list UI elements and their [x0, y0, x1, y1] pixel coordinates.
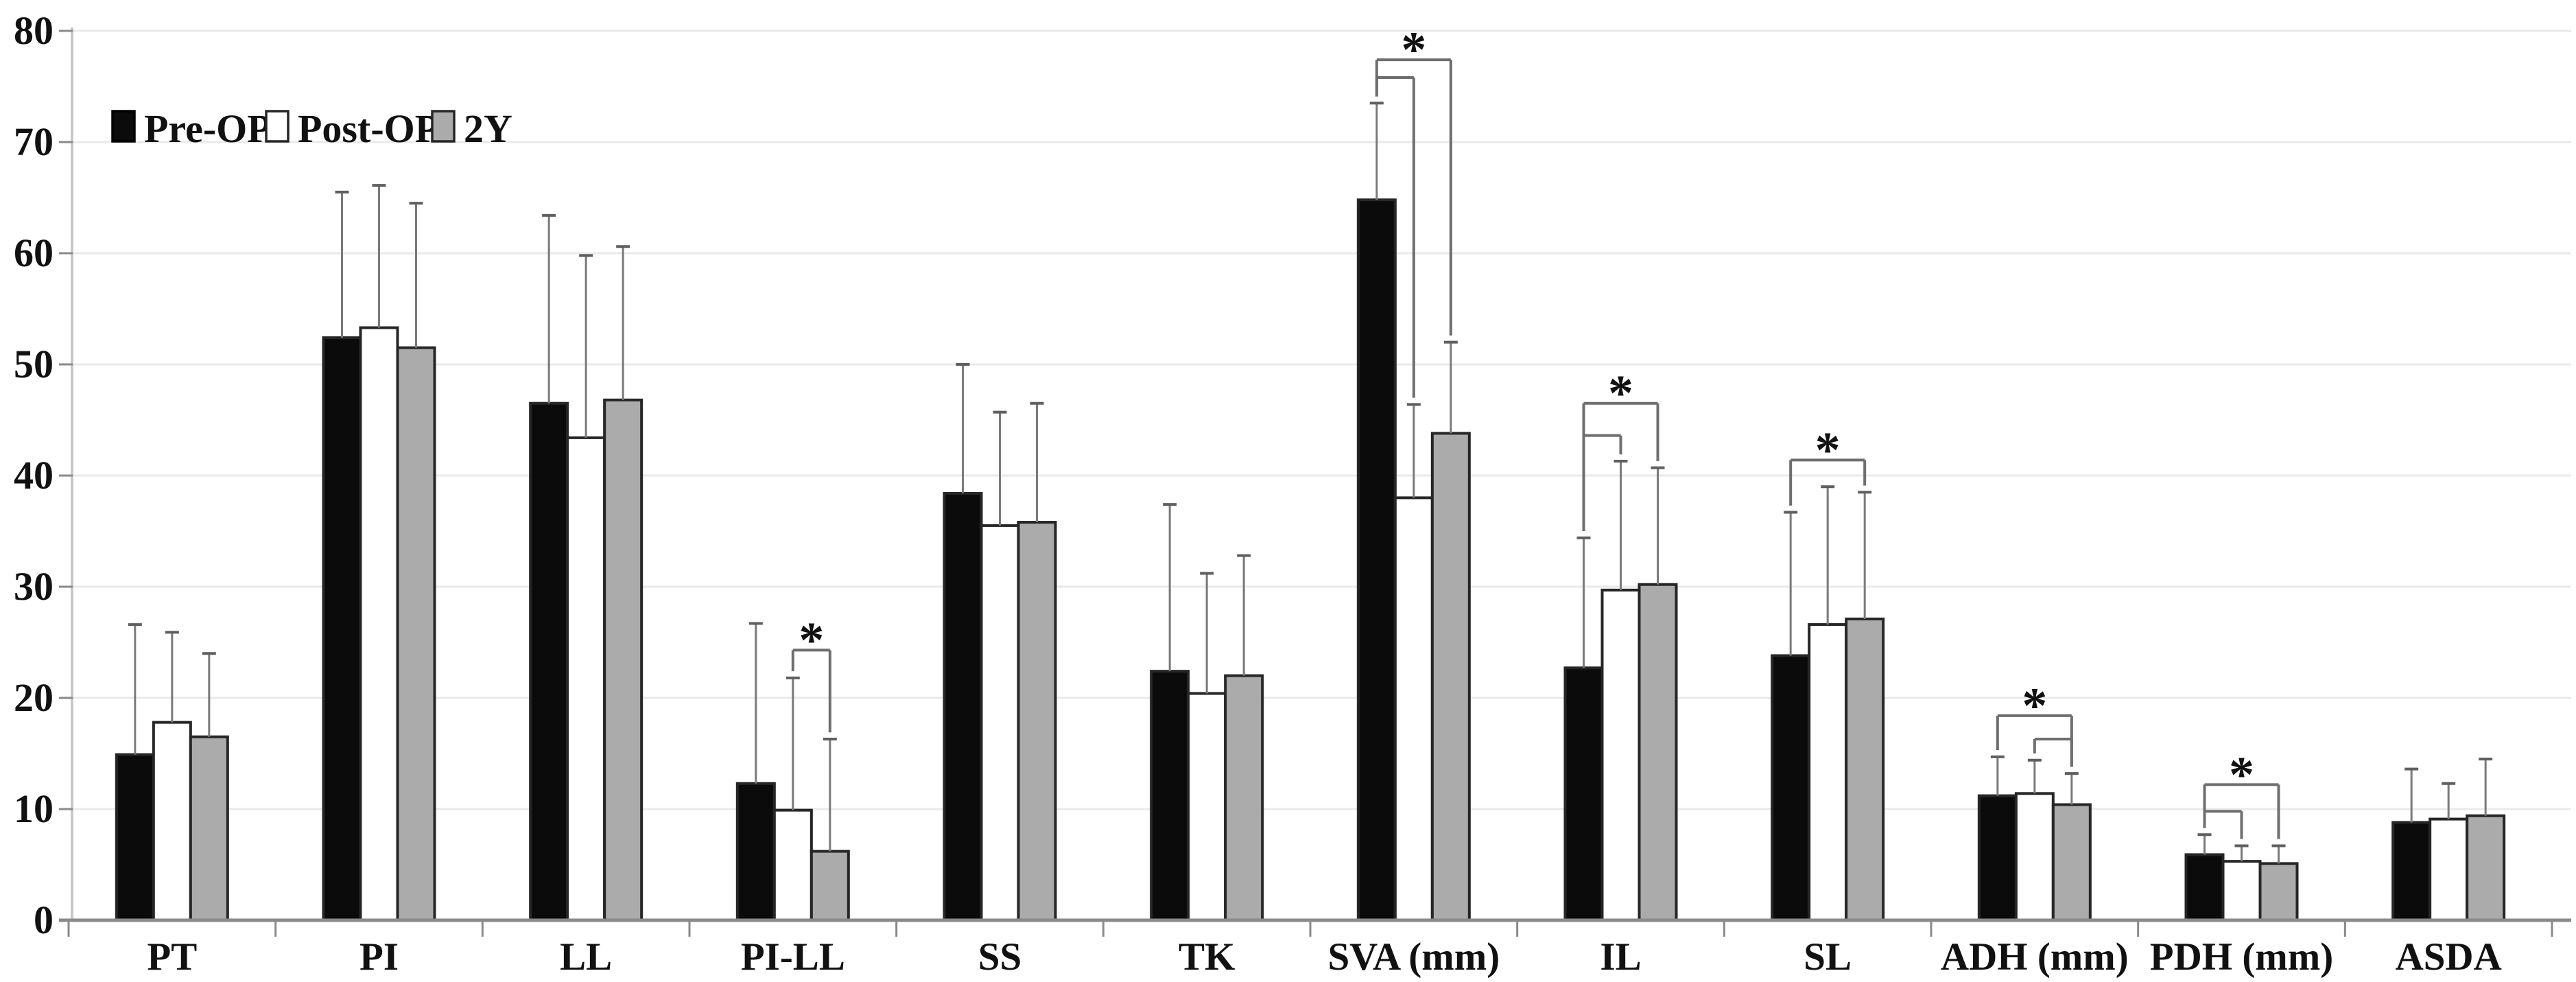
y-tick-label: 80	[14, 8, 54, 53]
y-tick-label: 40	[14, 453, 54, 498]
bar-Post-OP-ASDA	[2429, 817, 2469, 922]
significance-bracket-SVA (mm): *	[1375, 22, 1452, 336]
y-tick-label: 10	[14, 786, 54, 831]
bar-Post-OP-PI	[359, 326, 399, 922]
x-axis-ticks	[67, 920, 2553, 937]
significance-star: *	[1815, 422, 1841, 478]
significance-bracket-ADH (mm): *	[1996, 678, 2073, 767]
bar-Pre-OP-SS	[943, 491, 983, 922]
legend-label: Post-OP	[298, 106, 439, 151]
bar-2Y-SL	[1845, 617, 1885, 922]
legend-item-2Y: 2Y	[431, 106, 512, 151]
y-tick-label: 60	[14, 231, 54, 275]
legend-item-Pre-OP: Pre-OP	[111, 106, 272, 151]
bar-Pre-OP-SL	[1771, 654, 1811, 922]
bar-Pre-OP-IL	[1563, 666, 1604, 922]
category-label: SL	[1804, 935, 1852, 979]
y-tick-label: 20	[14, 675, 54, 720]
bar-Post-OP-PDH (mm)	[2221, 860, 2262, 922]
bar-Post-OP-PT	[152, 721, 192, 922]
bar-2Y-ADH (mm)	[2051, 803, 2092, 922]
category-label: SVA (mm)	[1327, 935, 1500, 979]
significance-star: *	[1608, 366, 1633, 422]
bar-2Y-PI	[396, 346, 436, 922]
significance-bracket-ADH (mm)	[2033, 737, 2073, 767]
significance-bracket-SVA (mm)	[1375, 76, 1415, 398]
significance-star: *	[2229, 747, 2254, 803]
legend-item-Post-OP: Post-OP	[265, 106, 439, 151]
y-tick-label: 30	[14, 564, 54, 609]
category-label: SS	[978, 935, 1021, 979]
bar-2Y-IL	[1638, 583, 1678, 922]
y-tick-label: 0	[34, 898, 54, 942]
bar-Post-OP-SVA (mm)	[1393, 496, 1434, 922]
category-label: TK	[1179, 935, 1235, 979]
bar-2Y-TK	[1224, 674, 1264, 922]
y-tick-label: 50	[14, 342, 54, 386]
legend-swatch-2Y	[431, 110, 456, 143]
bar-Pre-OP-PI-LL	[735, 782, 776, 922]
significance-bracket-PDH (mm)	[2203, 810, 2243, 839]
category-label: PI	[359, 935, 399, 979]
bar-2Y-PT	[189, 735, 229, 922]
bar-Post-OP-SL	[1808, 623, 1848, 922]
significance-star: *	[799, 612, 824, 668]
series-Pre-OP	[115, 102, 2432, 922]
significance-star: *	[2022, 678, 2047, 734]
significance-bracket-SL: *	[1789, 422, 1867, 506]
bar-Post-OP-PI-LL	[772, 808, 813, 922]
bar-Pre-OP-SVA (mm)	[1356, 198, 1397, 922]
legend-swatch-Pre-OP	[111, 110, 136, 143]
bar-Post-OP-IL	[1600, 588, 1641, 922]
bar-Pre-OP-LL	[529, 401, 569, 922]
category-label: IL	[1600, 935, 1641, 979]
y-tick-label: 70	[14, 119, 54, 164]
bar-2Y-ASDA	[2466, 814, 2506, 922]
bar-Pre-OP-PT	[115, 753, 155, 922]
bar-Pre-OP-ADH (mm)	[1977, 794, 2018, 922]
bar-Pre-OP-PDH (mm)	[2184, 853, 2225, 922]
legend-swatch-Post-OP	[265, 110, 289, 143]
significance-bracket-PI-LL: *	[791, 612, 831, 733]
bar-Pre-OP-TK	[1150, 670, 1190, 922]
bar-Post-OP-SS	[980, 524, 1020, 922]
bar-2Y-LL	[603, 398, 643, 922]
category-label: ASDA	[2396, 935, 2502, 979]
bar-2Y-PDH (mm)	[2258, 862, 2299, 922]
significance-bracket-IL	[1582, 434, 1622, 531]
bar-2Y-PI-LL	[810, 850, 850, 922]
bar-Post-OP-LL	[566, 436, 606, 922]
bar-Pre-OP-PI	[322, 336, 362, 922]
category-label: PI-LL	[741, 935, 845, 979]
gridlines	[72, 30, 2571, 810]
bar-Post-OP-ADH (mm)	[2014, 792, 2055, 922]
category-label: ADH (mm)	[1941, 935, 2129, 979]
legend-label: 2Y	[464, 106, 512, 151]
bar-Pre-OP-ASDA	[2391, 821, 2432, 922]
significance-star: *	[1401, 22, 1426, 78]
significance-bracket-PDH (mm): *	[2203, 747, 2280, 839]
category-label: PDH (mm)	[2150, 935, 2334, 979]
category-label: LL	[560, 935, 612, 979]
legend-label: Pre-OP	[144, 106, 272, 151]
bar-2Y-SS	[1017, 521, 1057, 922]
y-axis-ticks: 0 10 20 30 40 50 60 70 80	[14, 8, 73, 942]
category-label: PT	[147, 935, 197, 979]
bar-2Y-SVA (mm)	[1430, 432, 1471, 922]
series-2Y	[189, 202, 2506, 922]
bar-Post-OP-TK	[1187, 692, 1227, 922]
legend: Pre-OP Post-OP 2Y	[111, 106, 512, 151]
